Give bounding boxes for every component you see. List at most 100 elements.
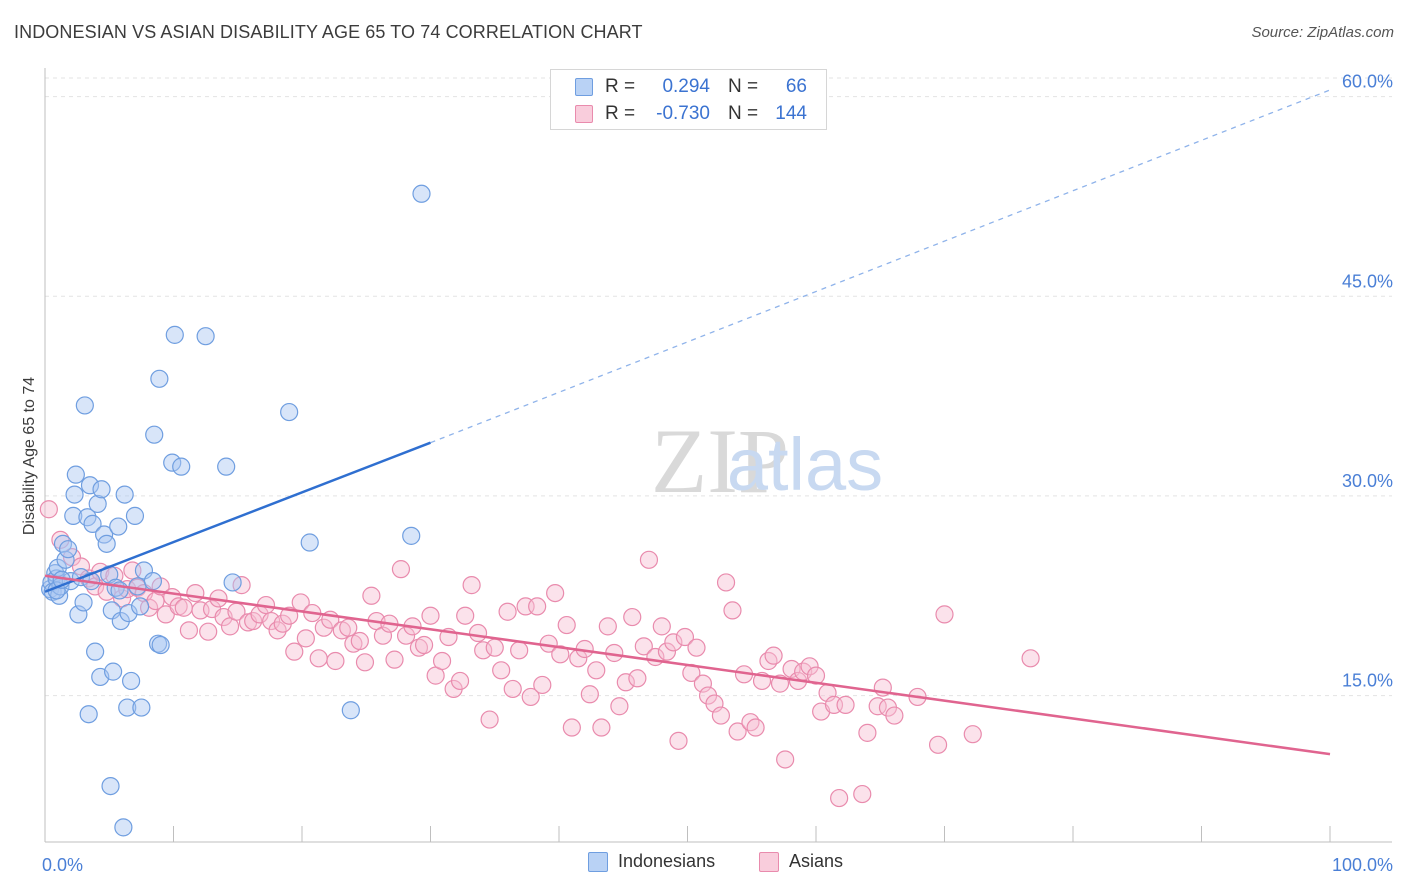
- asian-point: [610, 697, 629, 716]
- indonesian-point: [56, 550, 75, 569]
- asian-point: [806, 666, 826, 685]
- indonesian-point: [341, 701, 360, 720]
- asian-point: [580, 685, 599, 704]
- asian-point: [339, 618, 358, 637]
- indonesian-point: [80, 476, 100, 495]
- asian-point: [693, 674, 713, 693]
- asian-point: [623, 607, 642, 627]
- asian-point: [186, 583, 205, 603]
- asian-point: [836, 695, 855, 715]
- n-value: 66: [785, 76, 807, 97]
- asian-point: [285, 642, 304, 661]
- indonesian-point: [75, 396, 94, 415]
- asian-point: [652, 617, 671, 636]
- indonesian-point: [104, 662, 123, 681]
- indonesians-legend-label: Indonesians: [618, 851, 716, 871]
- asian-point: [634, 637, 653, 656]
- legend-row-indonesians: R = 0.294 N = 66: [575, 73, 807, 101]
- asian-point: [885, 706, 904, 725]
- indonesian-point: [53, 534, 73, 553]
- legend-item-indonesians: Indonesians: [588, 851, 715, 872]
- indonesian-point: [115, 485, 134, 504]
- asians-legend-swatch: [759, 851, 779, 872]
- asian-point: [928, 735, 948, 754]
- watermark-atlas: atlas: [727, 423, 883, 506]
- n-label: N =: [728, 76, 759, 97]
- asian-point: [480, 710, 499, 729]
- legend-item-asians: Asians: [759, 851, 843, 872]
- indonesian-point: [196, 327, 215, 346]
- y-tick-label: 30.0%: [1342, 471, 1393, 491]
- asian-point: [510, 641, 529, 660]
- indonesian-point: [143, 572, 163, 591]
- asian-point: [462, 576, 481, 595]
- asian-point: [759, 651, 778, 671]
- asian-point: [296, 629, 315, 648]
- asian-point: [557, 615, 576, 635]
- asian-point: [800, 657, 819, 676]
- asian-point: [432, 651, 452, 671]
- indonesian-point: [412, 184, 431, 203]
- asian-point: [528, 597, 547, 616]
- tick-labels: 15.0% 30.0% 45.0% 60.0% 0.0% 100.0%: [42, 72, 1393, 875]
- r-value: -0.730: [656, 103, 710, 124]
- asian-point: [409, 638, 429, 657]
- asian-point: [546, 583, 565, 603]
- indonesians-legend-swatch: [588, 851, 608, 872]
- asian-point: [562, 718, 581, 737]
- indonesian-point: [101, 776, 120, 796]
- indonesian-point: [130, 597, 150, 616]
- indonesian-point: [125, 506, 145, 525]
- indonesians-swatch: [575, 78, 593, 96]
- indonesian-point: [128, 577, 147, 596]
- indonesian-point: [132, 698, 151, 717]
- indonesian-point: [69, 605, 88, 624]
- indonesian-point: [163, 453, 182, 472]
- indonesian-point: [300, 533, 319, 552]
- indonesian-point: [145, 425, 164, 444]
- y-axis-label: Disability Age 65 to 74: [21, 376, 38, 536]
- asian-point: [657, 642, 677, 661]
- asians-legend-label: Asians: [789, 851, 844, 871]
- indonesian-point: [66, 465, 85, 484]
- indonesian-point: [74, 593, 93, 612]
- indonesian-point: [97, 534, 116, 553]
- asian-point: [533, 675, 552, 695]
- asian-point: [776, 750, 795, 769]
- asian-point: [935, 605, 954, 624]
- r-label: R =: [605, 103, 636, 124]
- indonesians-points: [41, 184, 431, 837]
- asian-point: [39, 500, 58, 519]
- asian-point: [723, 601, 742, 620]
- asian-point: [1021, 649, 1040, 668]
- asian-point: [858, 723, 877, 742]
- indonesian-point: [223, 573, 242, 592]
- asian-point: [616, 673, 635, 692]
- asian-point: [474, 641, 493, 660]
- asian-point: [485, 638, 504, 657]
- asian-point: [179, 621, 199, 640]
- r-value: 0.294: [662, 76, 710, 97]
- asian-point: [598, 617, 617, 636]
- asian-point: [711, 706, 731, 725]
- chart-title: INDONESIAN VS ASIAN DISABILITY AGE 65 TO…: [14, 22, 643, 42]
- indonesian-point: [83, 514, 102, 533]
- asian-point: [456, 606, 475, 625]
- asian-point: [687, 638, 706, 657]
- asian-point: [350, 631, 369, 651]
- y-tick-label: 45.0%: [1342, 271, 1393, 291]
- indonesians-trend-extension: [430, 89, 1331, 444]
- asian-point: [309, 649, 328, 668]
- asian-point: [853, 784, 872, 804]
- asian-point: [468, 623, 488, 643]
- asian-point: [830, 788, 849, 808]
- asian-point: [191, 601, 210, 620]
- asian-point: [551, 645, 570, 664]
- indonesian-point: [172, 457, 191, 476]
- asian-point: [262, 611, 281, 631]
- indonesian-point: [119, 603, 138, 623]
- indonesian-point: [280, 402, 299, 422]
- indonesian-point: [217, 457, 236, 476]
- indonesian-point: [151, 635, 170, 655]
- watermark-zip: ZIP: [651, 410, 789, 512]
